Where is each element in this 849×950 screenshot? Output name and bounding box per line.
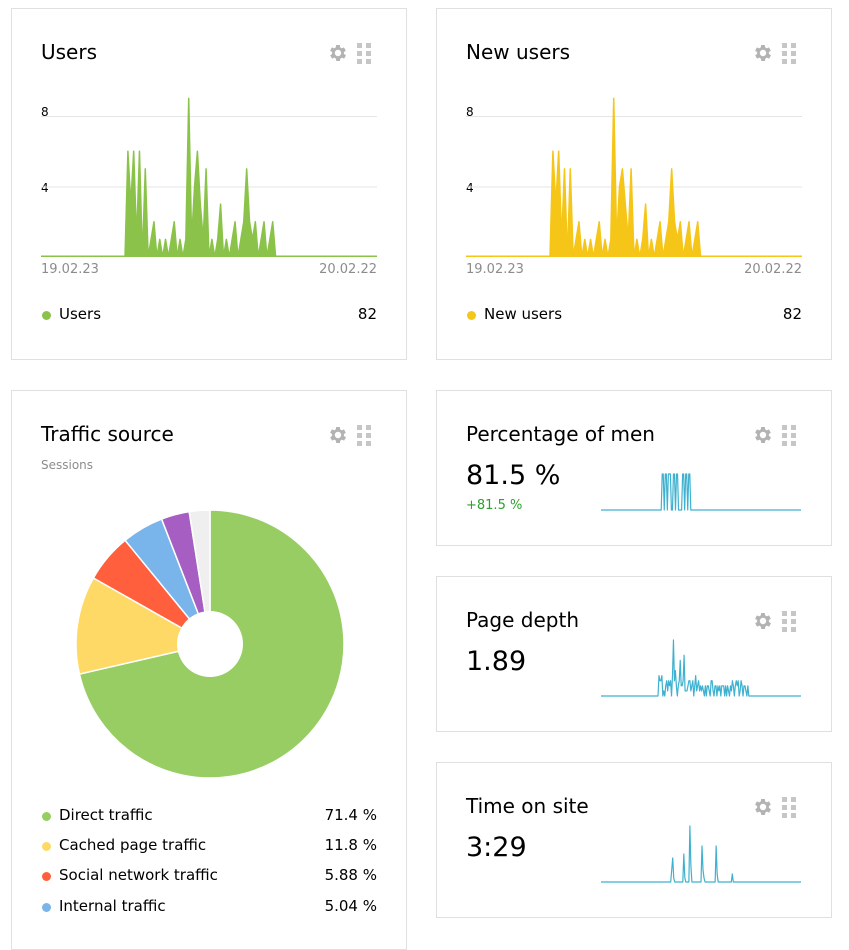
- drag-handle-icon[interactable]: [782, 797, 796, 818]
- donut-hole: [177, 611, 243, 677]
- gear-icon[interactable]: [752, 796, 774, 818]
- legend-label: New users: [484, 305, 563, 323]
- card-toolbar: [752, 42, 796, 64]
- depth-sparkline: [601, 639, 801, 697]
- drag-handle-icon[interactable]: [357, 425, 371, 446]
- legend-label: Direct traffic: [59, 806, 153, 824]
- legend-dot: [467, 311, 476, 320]
- legend-label: Users: [59, 305, 102, 323]
- card-toolbar: [752, 796, 796, 818]
- percentage-of-men-card: Percentage of men 81.5 % +81.5 %: [436, 390, 832, 546]
- metric-delta: +81.5 %: [466, 498, 523, 513]
- legend-dot: [42, 842, 51, 851]
- drag-handle-icon[interactable]: [357, 43, 371, 64]
- gear-icon[interactable]: [752, 424, 774, 446]
- users-card: Users 8 4 19.02.23 20.02.22 Users 82: [11, 8, 407, 360]
- y-tick-label: 8: [466, 105, 474, 119]
- legend-dot: [42, 903, 51, 912]
- metric-value: 81.5 %: [466, 460, 561, 491]
- series-area: [41, 97, 377, 257]
- pie-slice: [75, 576, 213, 675]
- metric-value: 3:29: [466, 832, 527, 863]
- time-on-site-card: Time on site 3:29: [436, 762, 832, 918]
- users-area-chart: [41, 97, 377, 257]
- legend-value: 5.04 %: [324, 897, 377, 915]
- legend-label: Cached page traffic: [59, 836, 207, 854]
- legend-value: 5.88 %: [324, 866, 377, 884]
- gear-icon[interactable]: [327, 424, 349, 446]
- drag-handle-icon[interactable]: [782, 43, 796, 64]
- legend-item-internal[interactable]: Internal traffic 5.04 %: [41, 897, 377, 917]
- legend-item-social[interactable]: Social network traffic 5.88 %: [41, 866, 377, 886]
- legend-item[interactable]: Users 82: [41, 305, 377, 325]
- legend-label: Social network traffic: [59, 866, 218, 884]
- legend-item[interactable]: New users 82: [466, 305, 802, 325]
- legend-dot: [42, 812, 51, 821]
- card-title: Percentage of men: [466, 422, 655, 446]
- gear-icon[interactable]: [752, 610, 774, 632]
- gear-icon[interactable]: [752, 42, 774, 64]
- series-area: [466, 97, 802, 257]
- card-toolbar: [752, 424, 796, 446]
- drag-handle-icon[interactable]: [782, 425, 796, 446]
- date-end-label: 20.02.22: [744, 262, 802, 277]
- new-users-area-chart: [466, 97, 802, 257]
- card-subtitle: Sessions: [41, 458, 94, 472]
- new-users-card: New users 8 4 19.02.23 20.02.22 New user…: [436, 8, 832, 360]
- y-tick-label: 4: [41, 181, 49, 195]
- gear-icon[interactable]: [327, 42, 349, 64]
- metric-value: 1.89: [466, 646, 527, 677]
- date-start-label: 19.02.23: [41, 262, 99, 277]
- date-end-label: 20.02.22: [319, 262, 377, 277]
- sparkline-path: [601, 825, 801, 883]
- traffic-source-card: Traffic source Sessions Direct traffic 7…: [11, 390, 407, 950]
- legend-dot: [42, 311, 51, 320]
- legend-label: Internal traffic: [59, 897, 166, 915]
- men-sparkline: [601, 473, 801, 511]
- card-toolbar: [327, 424, 371, 446]
- y-tick-label: 8: [41, 105, 49, 119]
- card-toolbar: [752, 610, 796, 632]
- legend-value: 82: [357, 305, 377, 323]
- pie-slice: [188, 509, 211, 645]
- card-title: Time on site: [466, 794, 589, 818]
- traffic-pie-chart: [75, 509, 345, 779]
- legend-dot: [42, 872, 51, 881]
- legend-value: 82: [782, 305, 802, 323]
- legend-item-direct[interactable]: Direct traffic 71.4 %: [41, 806, 377, 826]
- legend-value: 71.4 %: [324, 806, 377, 824]
- sparkline-path: [601, 639, 801, 697]
- card-toolbar: [327, 42, 371, 64]
- y-tick-label: 4: [466, 181, 474, 195]
- sparkline-path: [601, 473, 801, 511]
- card-title: Users: [41, 40, 98, 64]
- legend-value: 11.8 %: [324, 836, 377, 854]
- page-depth-card: Page depth 1.89: [436, 576, 832, 732]
- card-title: Traffic source: [41, 422, 174, 446]
- drag-handle-icon[interactable]: [782, 611, 796, 632]
- card-title: Page depth: [466, 608, 579, 632]
- card-title: New users: [466, 40, 571, 64]
- legend-item-cached[interactable]: Cached page traffic 11.8 %: [41, 836, 377, 856]
- time-sparkline: [601, 825, 801, 883]
- date-start-label: 19.02.23: [466, 262, 524, 277]
